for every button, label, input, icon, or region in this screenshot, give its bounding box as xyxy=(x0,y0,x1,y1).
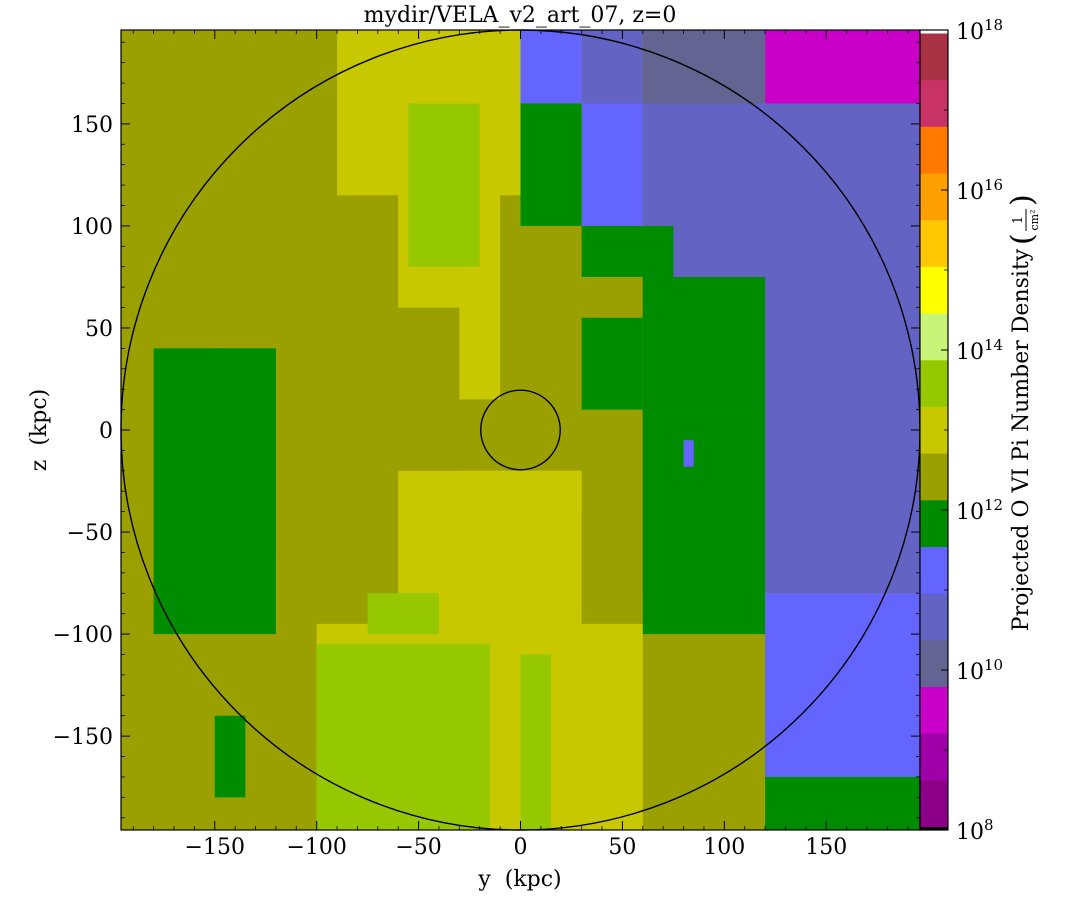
x-tick-label: 150 xyxy=(805,835,847,860)
heatmap-region-17 xyxy=(520,103,582,226)
x-tick-label: 50 xyxy=(608,835,636,860)
colorbar-band xyxy=(920,126,948,174)
plot-area xyxy=(121,30,920,830)
colorbar-band xyxy=(920,30,948,34)
colorbar-band xyxy=(920,406,948,454)
x-tick-label: 100 xyxy=(703,835,745,860)
heatmap-region-8 xyxy=(316,644,490,830)
heatmap-region-10 xyxy=(367,593,439,635)
y-tick-label: −150 xyxy=(53,725,113,750)
y-axis-ticks: −150 −100 −50 0 50 100 150 xyxy=(53,41,920,819)
colorbar-band xyxy=(920,266,948,314)
colorbar-band xyxy=(920,173,948,221)
colorbar-label: Projected O VI Pi Number Density ( 1 cm²… xyxy=(1005,194,1041,631)
colorbar-band xyxy=(920,79,948,127)
heatmap-region-24 xyxy=(214,348,276,553)
colorbar-band xyxy=(920,780,948,828)
heatmap-region-14 xyxy=(765,30,920,104)
colorbar-band xyxy=(920,686,948,734)
heatmap-region-11 xyxy=(520,30,582,104)
y-tick-label: 50 xyxy=(85,317,113,342)
y-tick-label: 100 xyxy=(71,215,113,240)
heatmap-region-27 xyxy=(683,440,694,467)
colorbar-band xyxy=(920,219,948,267)
colorbar-band xyxy=(920,453,948,501)
colorbar-band xyxy=(920,500,948,548)
colorbar-label-text: Projected O VI Pi Number Density xyxy=(1009,248,1034,631)
colorbar-tick-label: 1014 xyxy=(956,336,1003,365)
heatmap-region-13 xyxy=(642,30,766,104)
x-tick-label: −150 xyxy=(185,835,245,860)
heatmap-region-12 xyxy=(581,30,643,104)
colorbar-unit-numerator: 1 xyxy=(1011,216,1026,224)
heatmap-region-18 xyxy=(581,225,674,277)
colorbar-unit-denominator: cm² xyxy=(1028,209,1041,230)
colorbar-tick-label: 108 xyxy=(956,816,994,845)
heatmap-region-4 xyxy=(459,266,501,400)
colorbar-tick-label: 1012 xyxy=(956,496,1003,525)
chart-title: mydir/VELA_v2_art_07, z=0 xyxy=(364,3,677,28)
colorbar-band xyxy=(920,546,948,594)
y-tick-label: 150 xyxy=(71,113,113,138)
x-tick-label: −100 xyxy=(286,835,346,860)
x-axis-label: y (kpc) xyxy=(477,867,561,892)
y-tick-label: −50 xyxy=(67,521,113,546)
colorbar-tick-label: 1016 xyxy=(956,176,1003,205)
y-tick-label: −100 xyxy=(53,623,113,648)
heatmap-region-25 xyxy=(214,715,246,798)
heatmap-region-26 xyxy=(765,593,920,777)
heatmap-region-19 xyxy=(642,276,766,410)
colorbar-band xyxy=(920,640,948,688)
x-tick-label: −50 xyxy=(395,835,441,860)
colorbar-band xyxy=(920,359,948,407)
colorbar-band xyxy=(920,33,948,81)
heatmap-region-9 xyxy=(520,654,552,830)
heatmap-region-20 xyxy=(581,317,643,410)
colorbar-band xyxy=(920,593,948,641)
colorbar-band xyxy=(920,826,948,831)
colorbar-ticks: 108 1010 1012 1014 1016 1018 xyxy=(941,16,1003,845)
colorbar-tick-label: 1010 xyxy=(956,656,1003,685)
y-tick-label: 0 xyxy=(99,419,113,444)
colorbar-tick-label: 1018 xyxy=(956,16,1003,45)
heatmap-region-21 xyxy=(642,409,766,635)
colorbar-unit-open-paren: ( xyxy=(1005,233,1040,245)
x-tick-label: 0 xyxy=(514,835,528,860)
colorbar-band xyxy=(920,733,948,781)
colorbar-unit-close-paren: ) xyxy=(1005,194,1040,206)
inner-galaxy-circle xyxy=(480,389,561,471)
heatmap-region-15 xyxy=(581,103,643,226)
colorbar xyxy=(920,30,948,831)
y-axis-label: z (kpc) xyxy=(27,389,52,471)
colorbar-band xyxy=(920,313,948,361)
heatmap-region-3 xyxy=(408,103,480,267)
x-axis-ticks: −150 −100 −50 0 50 100 150 xyxy=(132,30,909,860)
